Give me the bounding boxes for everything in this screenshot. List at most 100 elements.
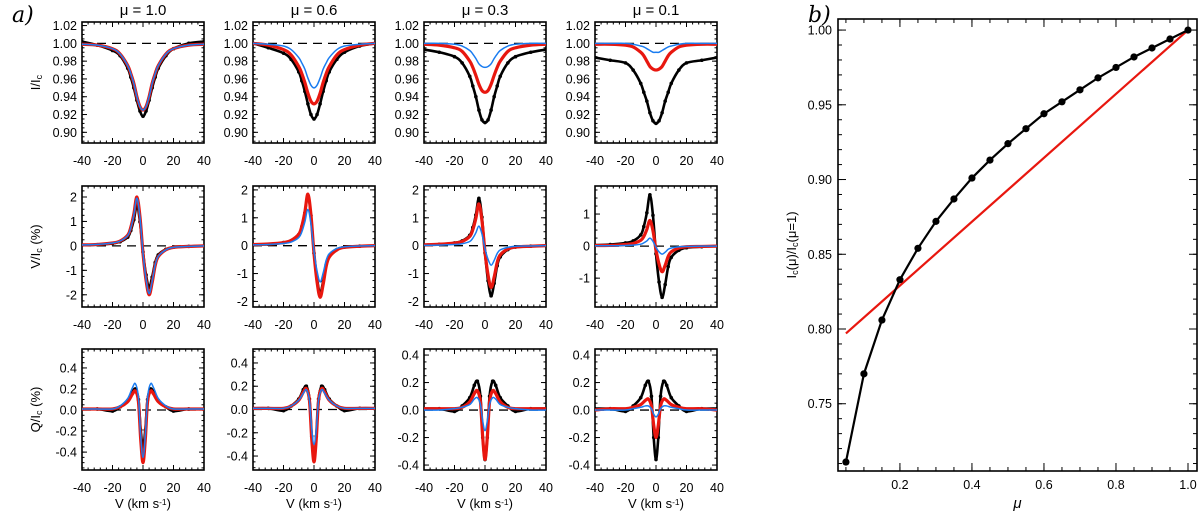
x-tick-label: 40 (539, 318, 553, 332)
plot-area (253, 41, 375, 121)
x-tick-label: 20 (680, 154, 694, 168)
x-tick-label: -20 (274, 481, 292, 495)
blue-model-line (82, 197, 204, 295)
blue-model-line (595, 404, 717, 418)
observed-data-point (663, 99, 667, 103)
x-tick-label: -40 (415, 481, 433, 495)
observed-data-point (472, 383, 477, 388)
y-tick-label: -0.2 (397, 431, 419, 445)
x-axis-label-part: V (km s (628, 496, 673, 511)
plot-area (595, 42, 717, 126)
observed-data-point (492, 94, 496, 99)
observed-data-point (699, 58, 704, 63)
x-tick-label: 0 (311, 154, 318, 168)
observed-data-point (648, 110, 652, 115)
y-axis-label: Ic(μ)/Ic(μ=1) (784, 211, 800, 278)
x-axis-label-part: -1 (159, 497, 167, 507)
plot-area (253, 192, 375, 299)
x-axis-label-part: V (km s (457, 496, 502, 511)
data-point (1022, 125, 1030, 133)
column-title: μ = 1.0 (120, 2, 167, 19)
blue-model-line (595, 237, 717, 255)
x-tick-label: 20 (338, 154, 352, 168)
red-model-line (424, 42, 546, 94)
y-tick-label: 0.2 (573, 376, 590, 390)
data-point (896, 276, 904, 284)
x-tick-label: 40 (368, 481, 382, 495)
y-tick-label: 1.00 (53, 37, 77, 51)
panel-label-a: a) (12, 3, 34, 28)
red-model-line (595, 218, 717, 274)
data-point (1040, 110, 1048, 118)
y-axis-label-part: (μ)/I (784, 247, 799, 270)
data-point (1166, 35, 1174, 43)
observed-data-point (660, 110, 664, 115)
y-axis-label: Q/Ic (%) (28, 387, 44, 433)
blue-model-line (82, 382, 204, 459)
y-tick-label: 0.94 (224, 90, 248, 104)
red-model-line (595, 42, 717, 72)
y-tick-label: -0.4 (568, 459, 590, 473)
blue-model-line (424, 225, 546, 266)
observed-data-point (648, 193, 652, 197)
y-axis-label-part: (%) (28, 387, 43, 411)
red-model-line (253, 386, 375, 464)
observed-data-point (495, 84, 500, 88)
y-axis-label-part: c (34, 248, 44, 253)
y-tick-label: 0.95 (808, 98, 832, 112)
x-tick-label: -40 (586, 154, 604, 168)
observed-data-point (281, 51, 286, 55)
observed-data-point (460, 61, 464, 65)
x-tick-label: -20 (445, 318, 463, 332)
data-point (914, 244, 922, 252)
y-tick-label: 0.90 (566, 126, 590, 140)
x-tick-label: 0.2 (891, 478, 908, 492)
red-model-line (253, 41, 375, 106)
observed-data-point (489, 294, 493, 298)
plot-area (595, 193, 717, 300)
y-tick-label: 0.94 (566, 90, 590, 104)
x-tick-label: 40 (710, 154, 724, 168)
observed-data-point (677, 68, 681, 72)
observed-data-point (513, 409, 518, 414)
x-tick-label: -20 (103, 481, 121, 495)
x-tick-label: 40 (539, 154, 553, 168)
x-tick-label: -20 (445, 154, 463, 168)
x-tick-label: -40 (244, 154, 262, 168)
x-tick-label: -40 (586, 318, 604, 332)
blue-model-line (253, 208, 375, 283)
x-axis-label-part: ) (338, 496, 342, 511)
observed-data-point (663, 282, 667, 287)
y-tick-label: 0.0 (573, 404, 590, 418)
observed-data-point (141, 114, 145, 119)
x-axis-label-part: -1 (501, 497, 509, 507)
observed-data-point (309, 112, 313, 117)
subplot: 1 0 -1 -40 -20 0 20 40 (579, 185, 724, 332)
x-tick-label: 0.8 (1107, 478, 1124, 492)
observed-data-point (642, 90, 646, 95)
observed-data-point (658, 394, 663, 399)
observed-data-point (645, 99, 649, 103)
observed-profile-line (253, 42, 375, 121)
observed-data-point (483, 120, 487, 125)
observed-data-point (474, 94, 478, 99)
observed-data-point (654, 457, 658, 462)
x-tick-label: 20 (509, 481, 523, 495)
x-tick-label: 0 (482, 154, 489, 168)
data-point (1130, 53, 1138, 61)
y-tick-label: 0.92 (395, 108, 419, 122)
y-tick-label: 0.90 (808, 173, 832, 187)
y-tick-label: 0.92 (53, 108, 77, 122)
observed-data-point (623, 61, 628, 65)
plot-area (424, 42, 546, 125)
x-tick-label: 0 (482, 318, 489, 332)
plot-frame (81, 21, 205, 144)
observed-data-point (664, 383, 669, 388)
data-point (842, 458, 850, 466)
y-tick-label: 1.02 (566, 19, 590, 33)
y-tick-label: 0.0 (402, 404, 419, 418)
y-axis-label-part: V/I (28, 253, 43, 269)
x-axis-label-part: -1 (672, 497, 680, 507)
x-tick-label: 40 (197, 154, 211, 168)
observed-data-point (631, 68, 635, 72)
